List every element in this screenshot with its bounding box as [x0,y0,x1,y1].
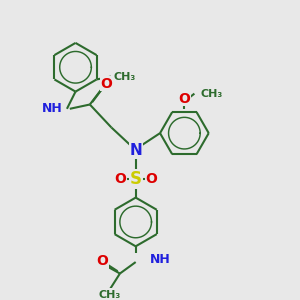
Text: O: O [114,172,126,186]
Text: O: O [100,76,112,91]
Text: CH₃: CH₃ [200,88,222,99]
Text: S: S [130,170,142,188]
Text: NH: NH [150,253,171,266]
Text: O: O [146,172,158,186]
Text: O: O [178,92,190,106]
Text: CH₃: CH₃ [99,290,121,300]
Text: CH₃: CH₃ [113,72,136,82]
Text: O: O [96,254,108,268]
Text: NH: NH [42,102,63,115]
Text: N: N [129,143,142,158]
